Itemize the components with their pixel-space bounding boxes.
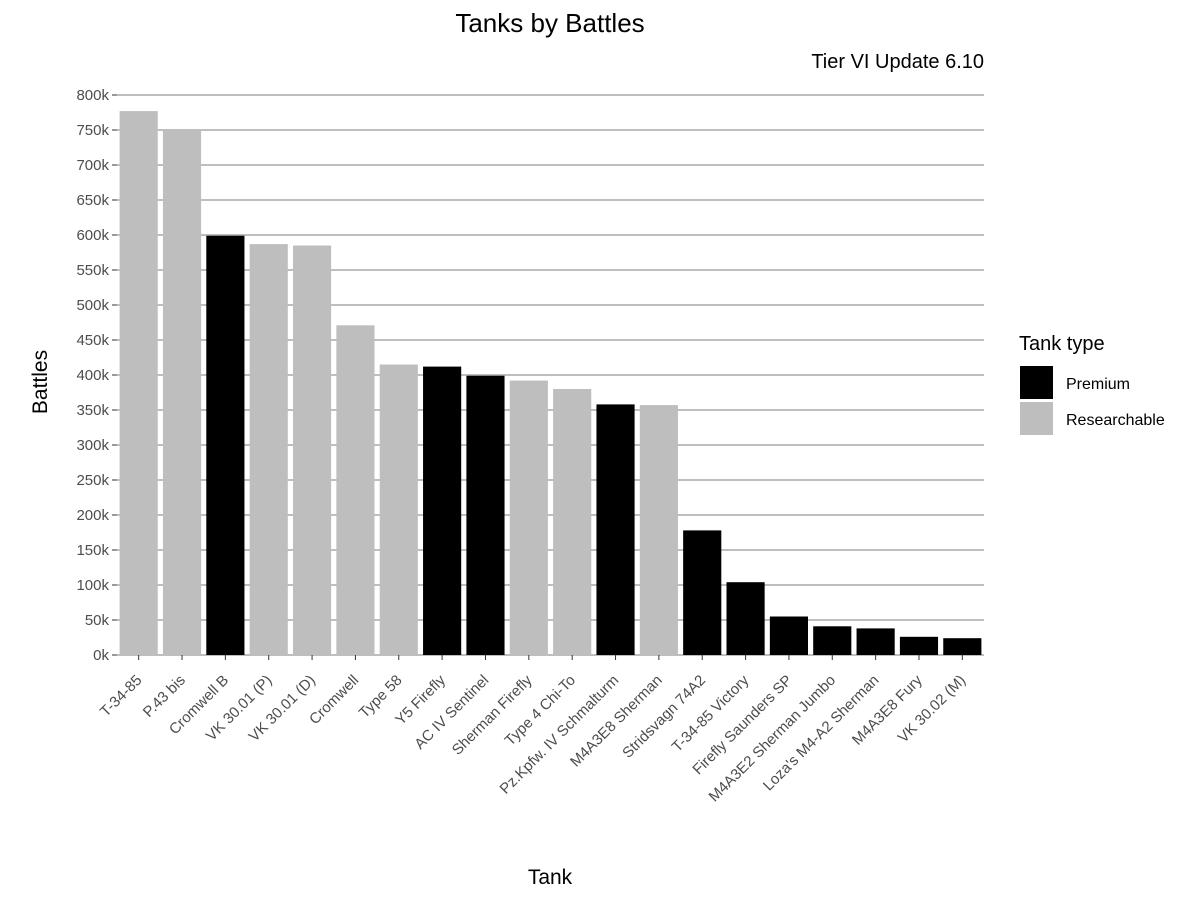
bar bbox=[423, 366, 462, 655]
x-tick-label: T-34-85 bbox=[97, 672, 146, 721]
legend-key bbox=[1020, 402, 1053, 435]
bar bbox=[379, 364, 418, 655]
bar bbox=[683, 530, 722, 655]
bar bbox=[943, 638, 982, 655]
y-tick-label: 450k bbox=[76, 332, 109, 349]
y-tick-label: 650k bbox=[76, 192, 109, 209]
y-tick-label: 0k bbox=[93, 647, 109, 664]
bars bbox=[119, 111, 982, 656]
y-tick-label: 550k bbox=[76, 262, 109, 279]
y-tick-label: 600k bbox=[76, 227, 109, 244]
y-tick-label: 400k bbox=[76, 367, 109, 384]
bar bbox=[509, 380, 548, 655]
bar bbox=[856, 628, 895, 655]
bar bbox=[813, 626, 852, 655]
bar bbox=[249, 244, 288, 655]
y-tick-label: 50k bbox=[85, 612, 110, 629]
y-tick-label: 350k bbox=[76, 402, 109, 419]
bar bbox=[639, 405, 678, 655]
y-tick-label: 300k bbox=[76, 437, 109, 454]
y-tick-label: 750k bbox=[76, 122, 109, 139]
bar bbox=[769, 616, 808, 655]
chart-title: Tanks by Battles bbox=[455, 8, 644, 38]
y-tick-label: 500k bbox=[76, 297, 109, 314]
bar bbox=[466, 375, 505, 655]
bar bbox=[553, 389, 592, 655]
gridlines bbox=[117, 94, 984, 656]
chart-subtitle: Tier VI Update 6.10 bbox=[811, 51, 984, 73]
bar bbox=[162, 129, 202, 656]
bar bbox=[596, 404, 635, 655]
bar bbox=[293, 245, 332, 655]
y-axis-title: Battles bbox=[29, 350, 52, 414]
legend-title: Tank type bbox=[1019, 333, 1105, 355]
y-tick-label: 250k bbox=[76, 472, 109, 489]
y-tick-label: 700k bbox=[76, 157, 109, 174]
y-tick-label: 100k bbox=[76, 577, 109, 594]
bar bbox=[726, 582, 765, 655]
bar bbox=[119, 111, 158, 656]
y-tick-label: 800k bbox=[76, 87, 109, 104]
legend-entries: Premium Researchable bbox=[1020, 366, 1165, 435]
y-tick-label: 200k bbox=[76, 507, 109, 524]
legend-label: Premium bbox=[1066, 376, 1130, 393]
x-tick-label: T-34-85 Victory bbox=[669, 671, 753, 755]
y-axis-ticks: 0k 50k 100k 150k 200k 250k 300k 350k 400k 450k 500… bbox=[76, 87, 117, 664]
bar bbox=[206, 235, 245, 655]
legend-label: Researchable bbox=[1066, 412, 1165, 429]
legend-key bbox=[1020, 366, 1053, 399]
bar bbox=[899, 636, 939, 655]
y-tick-label: 150k bbox=[76, 542, 109, 559]
x-axis-title: Tank bbox=[528, 866, 573, 889]
bar bbox=[336, 325, 375, 655]
legend: Tank type Premium Researchable bbox=[1019, 333, 1165, 435]
